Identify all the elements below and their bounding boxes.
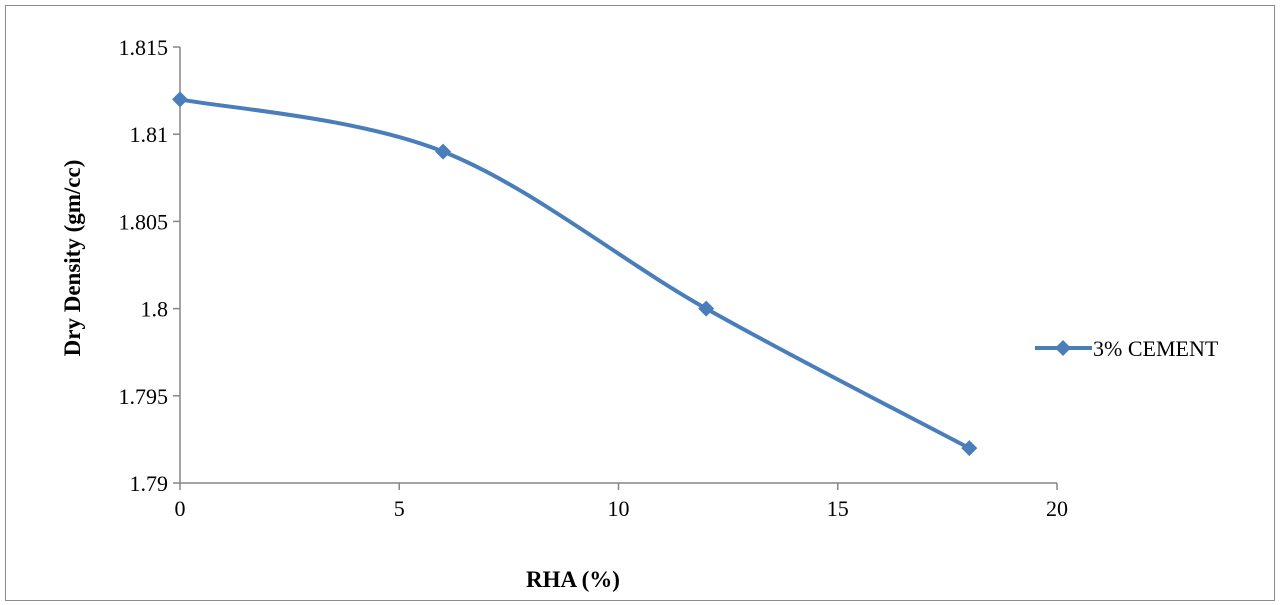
- data-point-marker: [435, 143, 452, 160]
- x-tick-label: 10: [608, 496, 630, 521]
- y-tick-label: 1.805: [119, 209, 169, 234]
- y-tick-label: 1.8: [141, 297, 169, 322]
- data-point-marker: [172, 91, 188, 108]
- y-tick-label: 1.81: [130, 122, 169, 147]
- legend-marker-diamond: [1055, 340, 1071, 356]
- ticks: 1.79 1.795 1.8 1.805 1.81 1.815 0 5 10 15 20: [119, 35, 1069, 521]
- data-point-marker: [698, 300, 715, 317]
- y-tick-label: 1.815: [119, 35, 169, 60]
- data-point-marker: [961, 440, 978, 457]
- series-layer: [172, 91, 978, 457]
- x-tick-label: 0: [175, 496, 186, 521]
- x-axis-title: RHA (%): [526, 567, 620, 592]
- y-tick-label: 1.795: [119, 384, 169, 409]
- x-tick-label: 5: [394, 496, 405, 521]
- x-tick-label: 20: [1046, 496, 1068, 521]
- y-tick-label: 1.79: [130, 471, 169, 496]
- legend: 3% CEMENT: [1035, 336, 1219, 361]
- x-tick-label: 15: [827, 496, 849, 521]
- legend-label: 3% CEMENT: [1093, 336, 1219, 361]
- axes: [179, 47, 1057, 484]
- y-axis-title: Dry Density (gm/cc): [60, 160, 85, 357]
- series-line: [179, 97, 971, 450]
